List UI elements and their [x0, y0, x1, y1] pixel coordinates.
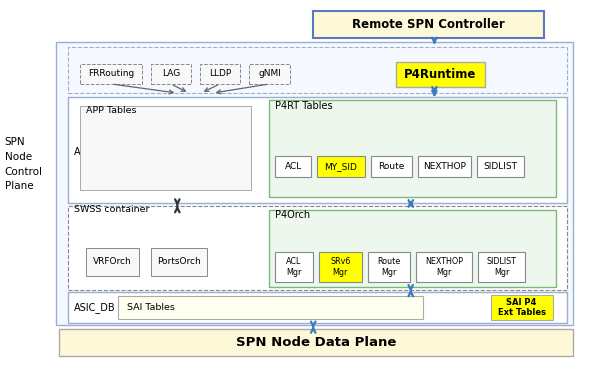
Text: LAG: LAG [162, 69, 180, 78]
Bar [416, 252, 472, 282]
Bar [80, 106, 251, 190]
Bar [118, 296, 423, 319]
Bar [269, 100, 556, 197]
Bar [68, 292, 567, 323]
Text: ACL: ACL [284, 162, 302, 171]
Bar [151, 248, 207, 276]
Bar [249, 64, 290, 84]
Bar [269, 210, 556, 287]
Text: SRv6
Mgr: SRv6 Mgr [330, 257, 350, 277]
Bar [396, 62, 485, 87]
Bar [368, 252, 410, 282]
Bar [151, 64, 191, 84]
Text: APP Tables: APP Tables [86, 106, 136, 115]
Text: NEXTHOP: NEXTHOP [423, 162, 466, 171]
Text: NEXTHOP
Mgr: NEXTHOP Mgr [425, 257, 463, 277]
Text: SAI P4
Ext Tables: SAI P4 Ext Tables [498, 298, 545, 318]
Bar [59, 328, 573, 356]
Bar [80, 64, 142, 84]
Bar [478, 252, 525, 282]
Text: Remote SPN Controller: Remote SPN Controller [352, 18, 505, 31]
Text: Route: Route [378, 162, 404, 171]
Text: ASIC_DB: ASIC_DB [74, 302, 115, 313]
Text: APP_DB: APP_DB [74, 146, 112, 157]
Bar [68, 97, 567, 203]
Bar [68, 47, 567, 93]
Text: LLDP: LLDP [209, 69, 231, 78]
Text: SWSS container: SWSS container [74, 205, 150, 214]
Text: MY_SID: MY_SID [324, 162, 358, 171]
Bar [200, 64, 240, 84]
Text: Route
Mgr: Route Mgr [377, 257, 401, 277]
Text: P4Runtime: P4Runtime [404, 68, 476, 81]
Bar [68, 206, 567, 290]
Bar [275, 252, 313, 282]
Text: SAI Tables: SAI Tables [127, 303, 175, 312]
Text: SPN Node Data Plane: SPN Node Data Plane [236, 336, 397, 349]
Text: VRFOrch: VRFOrch [93, 257, 132, 266]
Text: PortsOrch: PortsOrch [157, 257, 201, 266]
Text: ACL
Mgr: ACL Mgr [286, 257, 302, 277]
Bar [313, 11, 544, 38]
Bar [317, 156, 365, 177]
Text: P4RT Tables: P4RT Tables [275, 101, 333, 111]
Bar [418, 156, 471, 177]
Bar [371, 156, 412, 177]
Text: SPN
Node
Control
Plane: SPN Node Control Plane [5, 137, 43, 192]
Bar [491, 295, 553, 320]
Text: FRRouting: FRRouting [87, 69, 134, 78]
Bar [319, 252, 362, 282]
Text: SIDLIST: SIDLIST [483, 162, 518, 171]
Text: SIDLIST
Mgr: SIDLIST Mgr [487, 257, 517, 277]
Bar [275, 156, 311, 177]
Bar [86, 248, 139, 276]
Bar [56, 42, 573, 325]
Text: gNMI: gNMI [258, 69, 281, 78]
Bar [477, 156, 524, 177]
Text: P4Orch: P4Orch [275, 210, 310, 220]
